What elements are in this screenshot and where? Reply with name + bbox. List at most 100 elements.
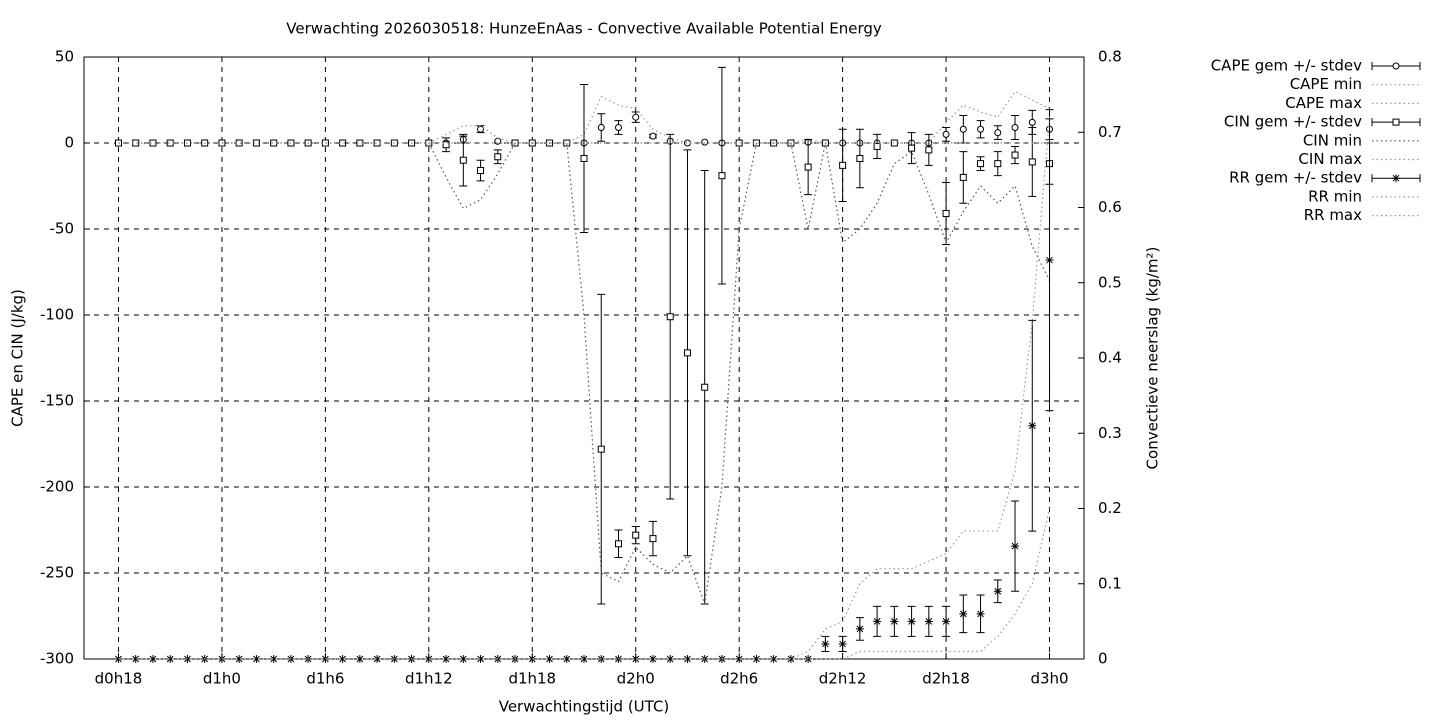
x-tick-label: d2h6 — [720, 670, 758, 688]
point-marker — [217, 655, 226, 663]
y2-tick-label: 0.8 — [1098, 48, 1122, 66]
point-marker — [907, 617, 916, 626]
point-marker — [925, 146, 933, 154]
point-marker — [1011, 124, 1019, 132]
point-marker — [769, 655, 778, 663]
legend-label: RR min — [1308, 187, 1362, 205]
point-marker — [924, 617, 933, 626]
point-marker — [786, 655, 795, 663]
y2-tick-label: 0.7 — [1098, 123, 1122, 141]
point-marker — [1028, 158, 1036, 166]
point-marker — [855, 624, 864, 633]
point-marker — [1011, 542, 1020, 551]
point-marker — [148, 655, 157, 663]
point-marker — [459, 655, 468, 663]
point-marker — [321, 655, 330, 663]
point-marker — [614, 124, 622, 132]
legend-label: CAPE min — [1290, 75, 1362, 93]
point-marker — [683, 139, 691, 147]
point-marker — [890, 617, 899, 626]
y-tick-label: 0 — [64, 134, 74, 152]
y-tick-label: -250 — [40, 564, 74, 582]
point-marker — [666, 313, 674, 321]
point-marker — [614, 540, 622, 548]
legend-label: RR gem +/- stdev — [1229, 169, 1362, 187]
x-tick-label: d2h12 — [819, 670, 867, 688]
x-tick-label: d0h18 — [95, 670, 143, 688]
point-marker — [890, 139, 898, 147]
point-marker — [701, 383, 709, 391]
point-marker — [632, 113, 640, 121]
point-marker — [424, 655, 433, 663]
chart-title: Verwachting 2026030518: HunzeEnAas - Con… — [286, 20, 882, 38]
point-marker — [218, 139, 226, 147]
point-marker — [631, 655, 640, 663]
point-marker — [873, 617, 882, 626]
point-marker — [1028, 421, 1037, 430]
point-marker — [993, 587, 1002, 596]
legend-label: RR max — [1304, 206, 1362, 224]
point-marker — [477, 167, 485, 175]
legend-label: CIN gem +/- stdev — [1224, 113, 1362, 131]
point-marker — [269, 655, 278, 663]
point-marker — [959, 609, 968, 618]
legend-label: CAPE max — [1285, 94, 1362, 112]
point-marker — [425, 139, 433, 147]
point-marker — [683, 349, 691, 357]
legend-marker — [1392, 174, 1400, 183]
legend-marker — [1392, 118, 1400, 126]
y2-tick-label: 0.4 — [1098, 349, 1122, 367]
point-marker — [942, 210, 950, 218]
y2-tick-label: 0.1 — [1098, 574, 1122, 592]
point-marker — [994, 160, 1002, 168]
point-marker — [959, 173, 967, 181]
point-marker — [252, 655, 261, 663]
y2-tick-label: 0.3 — [1098, 424, 1122, 442]
point-marker — [597, 445, 605, 453]
y2-tick-label: 0.6 — [1098, 198, 1122, 216]
point-marker — [373, 655, 382, 663]
point-marker — [977, 160, 985, 168]
y-tick-label: 50 — [55, 48, 74, 66]
point-marker — [839, 161, 847, 169]
point-marker — [804, 163, 812, 171]
x-tick-label: d3h0 — [1030, 670, 1068, 688]
y-tick-label: -100 — [40, 306, 74, 324]
point-marker — [959, 125, 967, 133]
point-marker — [632, 531, 640, 539]
y-tick-label: -200 — [40, 478, 74, 496]
x-tick-label: d1h6 — [306, 670, 344, 688]
point-marker — [735, 139, 743, 147]
point-marker — [459, 156, 467, 164]
legend-marker — [1392, 62, 1400, 70]
point-marker — [321, 139, 329, 147]
point-marker — [908, 144, 916, 152]
point-marker — [235, 655, 244, 663]
point-marker — [821, 639, 830, 648]
legend-label: CIN min — [1303, 131, 1362, 149]
point-marker — [338, 655, 347, 663]
y-tick-label: -150 — [40, 392, 74, 410]
point-marker — [597, 124, 605, 132]
legend-label: CIN max — [1298, 150, 1362, 168]
point-marker — [873, 142, 881, 150]
point-marker — [442, 655, 451, 663]
range-line — [118, 117, 1051, 660]
y2-tick-label: 0.5 — [1098, 273, 1122, 291]
point-marker — [994, 129, 1002, 137]
point-marker — [718, 172, 726, 180]
point-marker — [942, 617, 951, 626]
point-marker — [528, 655, 537, 663]
point-marker — [649, 535, 657, 543]
x-tick-label: d2h18 — [922, 670, 970, 688]
point-marker — [562, 655, 571, 663]
point-marker — [476, 655, 485, 663]
point-marker — [477, 125, 485, 133]
point-marker — [856, 154, 864, 162]
x-tick-label: d2h0 — [617, 670, 655, 688]
point-marker — [976, 609, 985, 618]
point-marker — [838, 639, 847, 648]
x-tick-label: d1h12 — [405, 670, 453, 688]
